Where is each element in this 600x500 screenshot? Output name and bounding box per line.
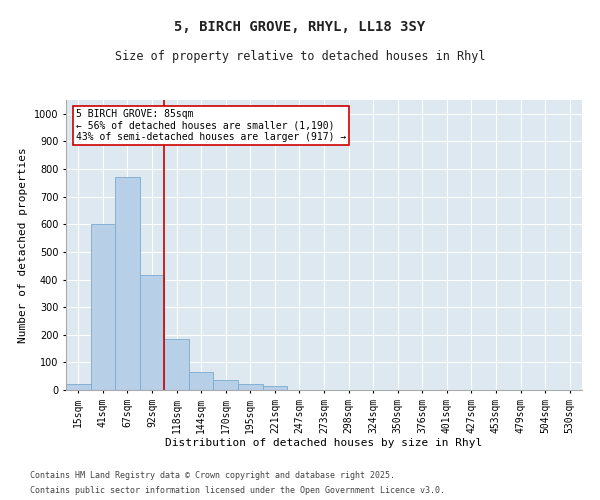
Bar <box>238 384 263 390</box>
X-axis label: Distribution of detached houses by size in Rhyl: Distribution of detached houses by size … <box>166 438 482 448</box>
Bar <box>66 384 91 390</box>
Text: 5, BIRCH GROVE, RHYL, LL18 3SY: 5, BIRCH GROVE, RHYL, LL18 3SY <box>175 20 425 34</box>
Bar <box>189 372 214 390</box>
Text: Size of property relative to detached houses in Rhyl: Size of property relative to detached ho… <box>115 50 485 63</box>
Text: Contains public sector information licensed under the Open Government Licence v3: Contains public sector information licen… <box>30 486 445 495</box>
Y-axis label: Number of detached properties: Number of detached properties <box>19 147 28 343</box>
Bar <box>91 224 115 390</box>
Bar <box>214 380 238 390</box>
Text: Contains HM Land Registry data © Crown copyright and database right 2025.: Contains HM Land Registry data © Crown c… <box>30 471 395 480</box>
Text: 5 BIRCH GROVE: 85sqm
← 56% of detached houses are smaller (1,190)
43% of semi-de: 5 BIRCH GROVE: 85sqm ← 56% of detached h… <box>76 108 347 142</box>
Bar <box>164 339 189 390</box>
Bar <box>115 178 140 390</box>
Bar <box>140 276 164 390</box>
Bar <box>263 386 287 390</box>
